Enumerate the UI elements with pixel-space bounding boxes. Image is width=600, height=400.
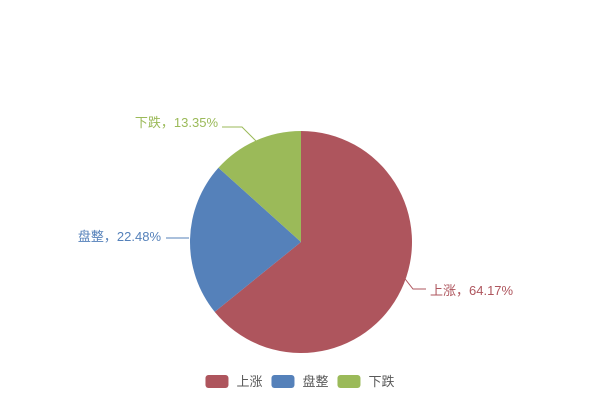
pie-slice-flat[interactable] (189, 167, 301, 312)
leader-line-up (401, 274, 426, 290)
legend-swatch-flat (271, 375, 295, 388)
legend: 上涨 盘整 下跌 (205, 374, 395, 389)
data-label-down: 下跌，13.35% (134, 115, 218, 130)
legend-item-down[interactable]: 下跌 (337, 374, 395, 389)
legend-label-flat: 盘整 (302, 374, 329, 389)
pie-slice-down[interactable] (218, 131, 301, 242)
legend-swatch-up (205, 375, 229, 388)
data-label-up: 上涨，64.17% (430, 283, 514, 298)
legend-label-down: 下跌 (368, 374, 395, 389)
legend-label-up: 上涨 (236, 374, 263, 389)
data-label-flat: 盘整，22.48% (77, 229, 161, 244)
pie-slice-up[interactable] (214, 131, 412, 353)
leader-line-down (222, 126, 257, 142)
legend-swatch-down (337, 375, 361, 388)
legend-item-flat[interactable]: 盘整 (271, 374, 329, 389)
legend-item-up[interactable]: 上涨 (205, 374, 262, 389)
